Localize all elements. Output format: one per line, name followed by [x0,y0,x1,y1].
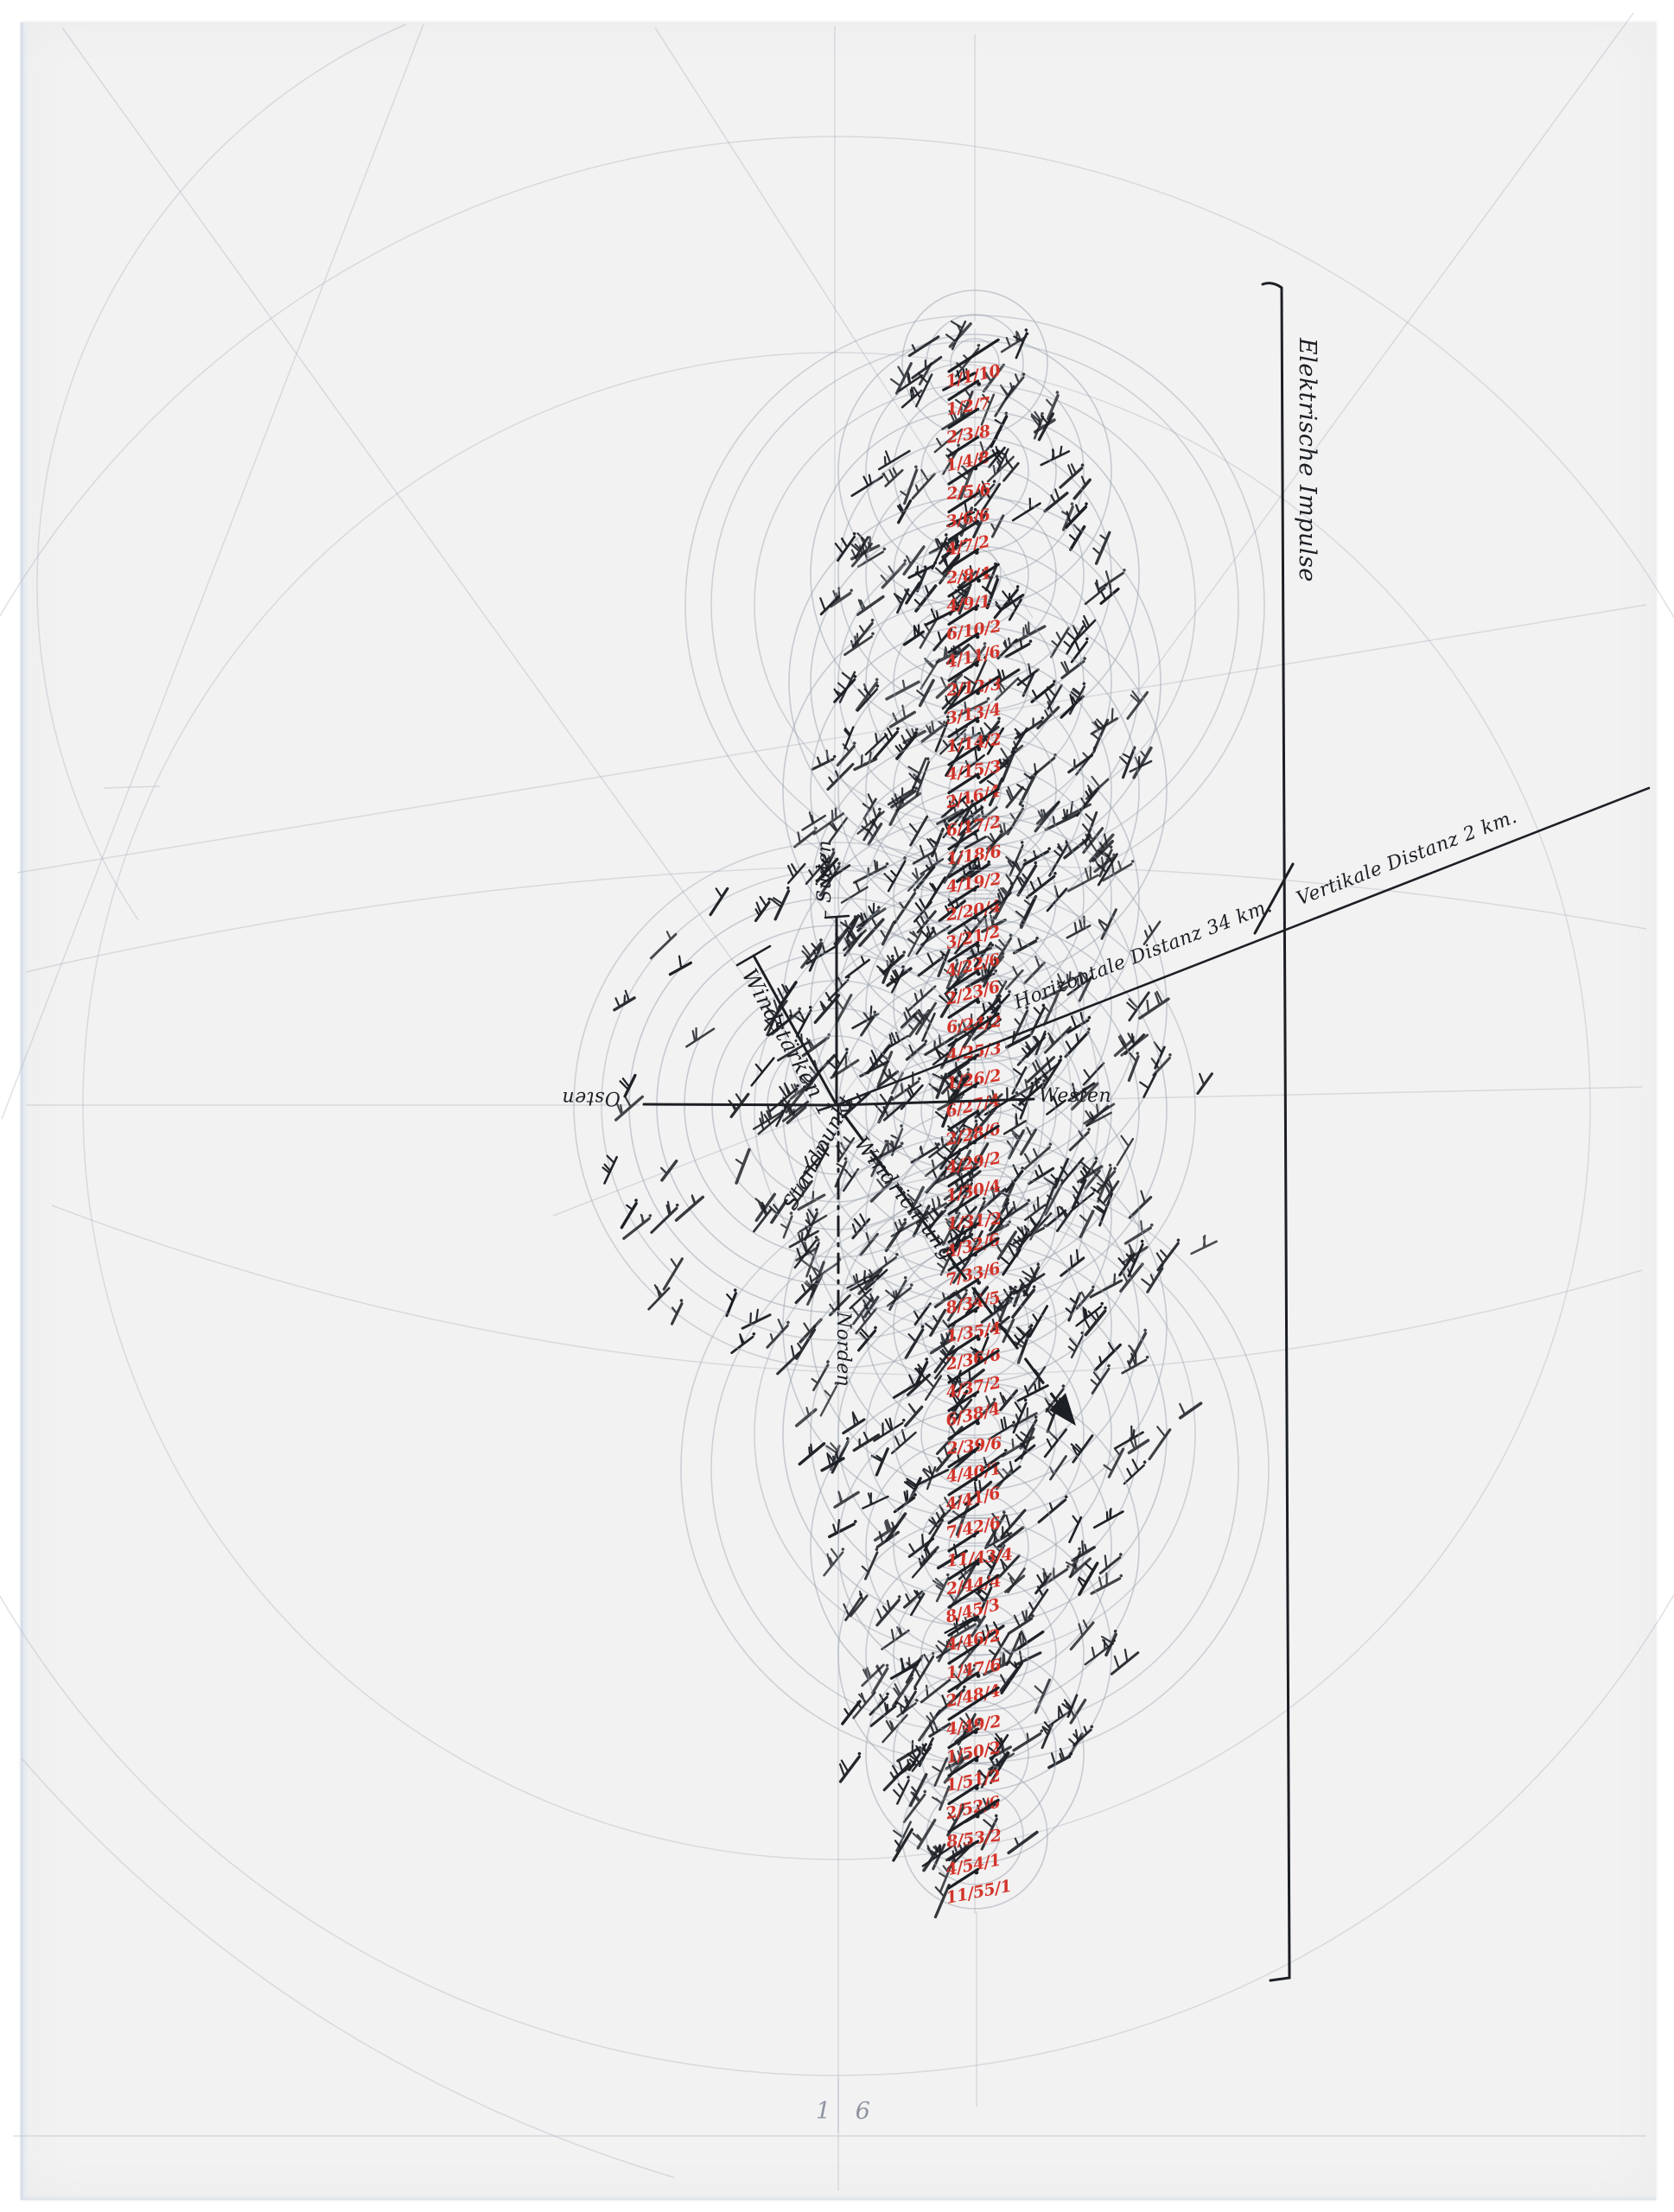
annotation-elektrische-impulse: Elektrische Impulse [1294,338,1321,582]
compass-label-westen: Westen [1039,1085,1112,1107]
compass-label-osten: Osten [562,1087,621,1109]
paper-deckle-edge-left [21,22,29,2200]
pencil-inscription: 1 6 [816,2098,879,2125]
svg-text:2/48/4: 2/48/4 [943,1681,1002,1712]
compass-label-norden: Norden [832,1312,854,1388]
svg-text:4/37/2: 4/37/2 [945,1373,1002,1402]
paper-deckle-edge-bottom [21,2195,1656,2200]
svg-text:7/42/6: 7/42/6 [945,1514,1002,1543]
compass-label-sueden: – Süden [814,839,836,919]
